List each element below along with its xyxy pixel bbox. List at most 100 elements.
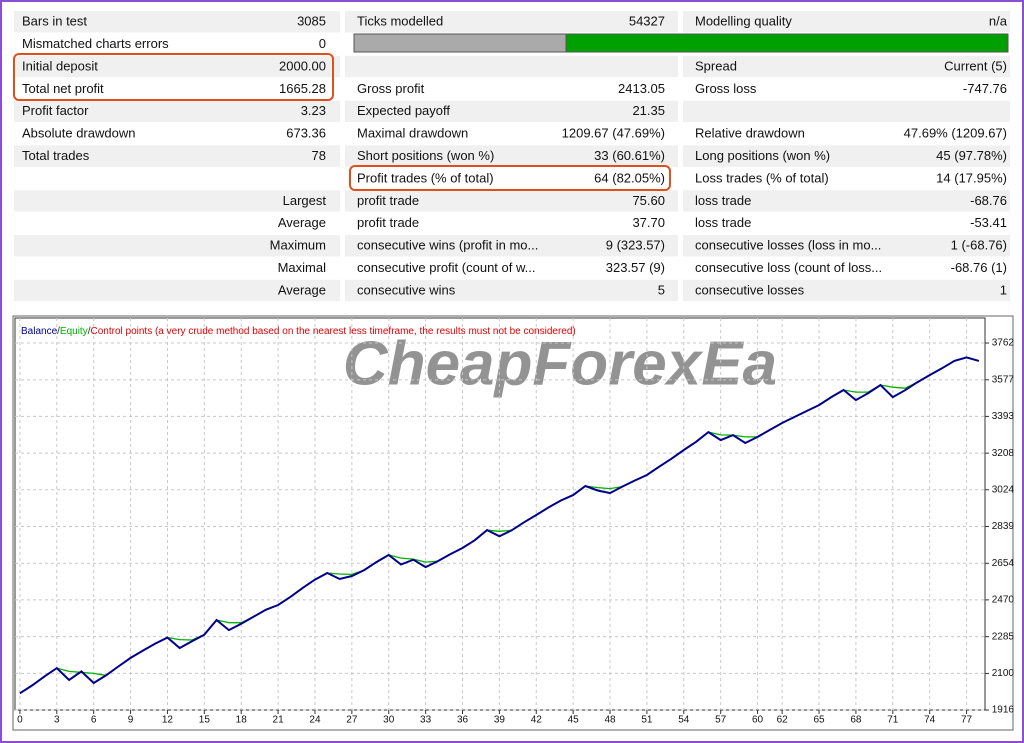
x-tick-label: 71 (887, 715, 899, 726)
chart: CheapForexEa1916210022852470265428393024… (15, 318, 1014, 726)
cell-text: consecutive losses (loss in mo... (695, 238, 881, 253)
x-tick-label: 21 (273, 715, 285, 726)
cell-text: Loss trades (% of total) (695, 170, 829, 185)
x-tick-label: 62 (777, 715, 789, 726)
x-tick-label: 30 (383, 715, 395, 726)
cell-text: Long positions (won %) (695, 148, 830, 163)
row-background (14, 235, 340, 257)
x-tick-label: 33 (420, 715, 432, 726)
cell-text: Profit trades (% of total) (357, 170, 494, 185)
cell-text: consecutive profit (count of w... (357, 260, 535, 275)
x-tick-label: 65 (813, 715, 825, 726)
row-background (345, 100, 678, 122)
row-background (14, 100, 340, 122)
cell-text: Short positions (won %) (357, 148, 494, 163)
x-tick-label: 36 (457, 715, 469, 726)
cell-text: 1665.28 (279, 81, 326, 96)
x-tick-label: 24 (309, 715, 321, 726)
x-tick-label: 15 (199, 715, 211, 726)
cell-text: 33 (60.61%) (594, 148, 665, 163)
x-tick-label: 68 (850, 715, 862, 726)
row-background (14, 11, 340, 33)
y-tick-label: 3762 (992, 338, 1015, 349)
row-background (683, 190, 1010, 212)
cell-text: 3085 (297, 14, 326, 29)
cell-text: consecutive loss (count of loss... (695, 260, 882, 275)
cell-text: 673.36 (286, 126, 326, 141)
row-background (345, 55, 678, 78)
cell-text: 64 (82.05%) (594, 170, 665, 185)
row-background (683, 279, 1010, 302)
x-tick-label: 77 (961, 715, 973, 726)
row-background (345, 11, 678, 33)
row-background (683, 55, 1010, 78)
cell-text: Total net profit (22, 81, 104, 96)
highlight-box (13, 53, 334, 101)
legend-separator: / (88, 326, 91, 337)
x-tick-label: 51 (641, 715, 653, 726)
cell-text: Profit factor (22, 103, 89, 118)
cell-text: profit trade (357, 215, 419, 230)
cell-text: 3.23 (301, 103, 326, 118)
cell-text: 323.57 (9) (606, 260, 665, 275)
cell-text: 54327 (629, 14, 665, 29)
cell-text: 45 (97.78%) (936, 148, 1007, 163)
cell-text: 0 (319, 36, 326, 51)
cell-text: 21.35 (632, 103, 665, 118)
cell-text: Gross loss (695, 81, 757, 96)
legend-separator: / (57, 326, 60, 337)
y-tick-label: 3208 (992, 448, 1015, 459)
cell-text: 1209.67 (47.69%) (562, 126, 665, 141)
cell-text: 2413.05 (618, 81, 665, 96)
y-tick-label: 3577 (992, 374, 1015, 385)
x-tick-label: 74 (924, 715, 936, 726)
cell-text: Average (278, 215, 326, 230)
cell-text: 9 (323.57) (606, 238, 665, 253)
cell-text: Largest (283, 193, 327, 208)
legend: Balance/Equity/Control points (a very cr… (21, 326, 576, 337)
cell-text: Maximal drawdown (357, 126, 468, 141)
x-tick-label: 39 (494, 715, 506, 726)
cell-text: Absolute drawdown (22, 126, 135, 141)
x-tick-label: 27 (346, 715, 358, 726)
cell-text: 78 (312, 148, 326, 163)
x-tick-label: 6 (91, 715, 97, 726)
cell-text: 47.69% (1209.67) (904, 126, 1007, 141)
x-tick-label: 3 (54, 715, 60, 726)
row-background (345, 190, 678, 212)
cell-text: Total trades (22, 148, 90, 163)
y-tick-label: 2285 (992, 631, 1015, 642)
x-tick-label: 60 (752, 715, 764, 726)
row-background (14, 279, 340, 302)
cell-text: profit trade (357, 193, 419, 208)
x-tick-label: 45 (568, 715, 580, 726)
cell-text: Current (5) (944, 58, 1007, 73)
report-table: Bars in test 3085 Ticks modelled 54327 Model… (14, 11, 1010, 302)
cell-text: Spread (695, 58, 737, 73)
row-background (683, 145, 1010, 167)
y-tick-label: 2100 (992, 668, 1015, 679)
x-tick-label: 42 (531, 715, 543, 726)
x-tick-label: 18 (236, 715, 248, 726)
cell-text: n/a (989, 14, 1008, 29)
legend-entry: Control points (a very crude method base… (91, 326, 576, 337)
cell-text: 1 (-68.76) (951, 238, 1007, 253)
cell-text: Average (278, 282, 326, 297)
cell-text: consecutive wins (profit in mo... (357, 238, 538, 253)
x-tick-label: 54 (678, 715, 690, 726)
cell-text: 1 (1000, 282, 1007, 297)
cell-text: 5 (658, 282, 665, 297)
cell-text: 14 (17.95%) (936, 170, 1007, 185)
y-tick-label: 3024 (992, 484, 1015, 495)
y-tick-label: 2654 (992, 558, 1015, 569)
cell-text: Maximal (278, 260, 327, 275)
row-background (683, 100, 1010, 122)
x-tick-label: 48 (604, 715, 616, 726)
row-background (683, 11, 1010, 33)
cell-text: 2000.00 (279, 58, 326, 73)
cell-text: loss trade (695, 193, 751, 208)
legend-entry: Equity (60, 326, 88, 337)
cell-text: consecutive wins (357, 282, 456, 297)
legend-entry: Balance (21, 326, 58, 337)
